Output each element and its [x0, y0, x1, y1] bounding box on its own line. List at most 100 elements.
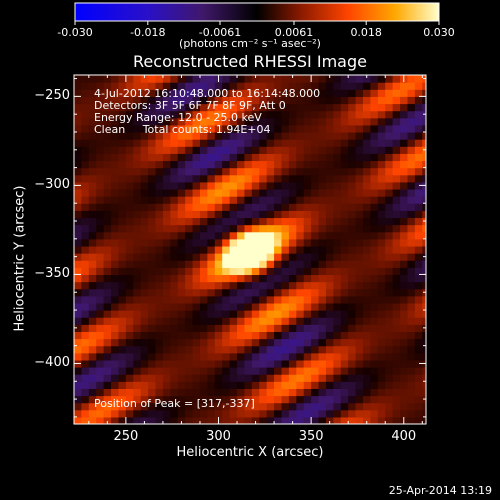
heatmap-cell	[103, 367, 112, 375]
heatmap-cell	[199, 267, 208, 276]
heatmap-cell	[229, 253, 238, 261]
heatmap-cell	[155, 139, 164, 147]
heatmap-cell	[311, 409, 320, 418]
heatmap-cell	[244, 110, 253, 119]
heatmap-cell	[111, 110, 120, 119]
heatmap-cell	[281, 167, 290, 176]
heatmap-cell	[103, 281, 112, 290]
heatmap-cell	[311, 395, 320, 404]
heatmap-cell	[214, 167, 223, 176]
heatmap-cell	[111, 153, 120, 162]
heatmap-cell	[325, 359, 334, 368]
heatmap-cell	[103, 210, 112, 219]
heatmap-cell	[199, 188, 208, 197]
heatmap-cell	[155, 153, 164, 162]
heatmap-cell	[333, 181, 342, 190]
heatmap-cell	[185, 75, 194, 83]
heatmap-cell	[355, 203, 364, 211]
heatmap-cell	[229, 338, 238, 347]
heatmap-cell	[177, 210, 186, 219]
heatmap-cell	[207, 359, 216, 368]
heatmap-cell	[140, 167, 149, 176]
heatmap-cell	[325, 110, 334, 119]
heatmap-cell	[74, 302, 83, 311]
heatmap-cell	[177, 260, 186, 268]
heatmap-cell	[355, 245, 364, 254]
heatmap-cell	[325, 345, 334, 354]
heatmap-cell	[229, 388, 238, 397]
heatmap-cell	[407, 96, 416, 105]
heatmap-cell	[96, 381, 105, 389]
heatmap-cell	[303, 260, 312, 268]
heatmap-cell	[88, 181, 97, 190]
heatmap-cell	[96, 117, 105, 126]
heatmap-cell	[274, 167, 283, 176]
heatmap-cell	[377, 288, 386, 297]
heatmap-cell	[170, 103, 179, 112]
heatmap-cell	[155, 388, 164, 397]
heatmap-cell	[385, 203, 394, 211]
heatmap-cell	[222, 302, 231, 311]
heatmap-cell	[140, 253, 149, 261]
heatmap-cell	[162, 260, 171, 268]
heatmap-cell	[177, 295, 186, 304]
heatmap-cell	[370, 224, 379, 233]
heatmap-cell	[103, 82, 112, 90]
heatmap-cell	[422, 89, 426, 97]
heatmap-cell	[74, 217, 83, 226]
heatmap-cell	[414, 395, 423, 404]
heatmap-cell	[325, 395, 334, 404]
heatmap-cell	[81, 367, 90, 375]
heatmap-cell	[422, 274, 426, 283]
heatmap-cell	[155, 295, 164, 304]
heatmap-cell	[207, 324, 216, 333]
heatmap-cell	[414, 174, 423, 183]
heatmap-cell	[74, 295, 83, 304]
heatmap-cell	[325, 381, 334, 389]
heatmap-cell	[266, 160, 275, 169]
heatmap-cell	[266, 281, 275, 290]
heatmap-cell	[148, 409, 157, 418]
heatmap-cell	[170, 345, 179, 354]
heatmap-cell	[251, 181, 260, 190]
heatmap-cell	[199, 367, 208, 375]
heatmap-cell	[414, 310, 423, 318]
heatmap-cell	[340, 374, 349, 382]
heatmap-cell	[385, 224, 394, 233]
heatmap-cell	[237, 295, 246, 304]
heatmap-cell	[103, 224, 112, 233]
heatmap-cell	[377, 131, 386, 140]
heatmap-cell	[340, 224, 349, 233]
heatmap-cell	[207, 210, 216, 219]
heatmap-cell	[266, 388, 275, 397]
heatmap-cell	[303, 146, 312, 154]
heatmap-cell	[370, 267, 379, 276]
heatmap-cell	[185, 82, 194, 90]
heatmap-cell	[148, 288, 157, 297]
heatmap-cell	[88, 110, 97, 119]
heatmap-cell	[199, 281, 208, 290]
heatmap-cell	[162, 253, 171, 261]
heatmap-cell	[311, 160, 320, 169]
heatmap-cell	[422, 281, 426, 290]
heatmap-cell	[311, 388, 320, 397]
heatmap-cell	[192, 409, 201, 418]
heatmap-cell	[140, 89, 149, 97]
colorbar-tick-label: -0.0061	[198, 26, 242, 39]
heatmap-cell	[244, 203, 253, 211]
heatmap-cell	[288, 281, 297, 290]
heatmap-cell	[81, 89, 90, 97]
heatmap-cell	[281, 409, 290, 418]
heatmap-cell	[222, 146, 231, 154]
heatmap-cell	[400, 352, 409, 361]
heatmap-cell	[355, 131, 364, 140]
heatmap-cell	[318, 367, 327, 375]
heatmap-cell	[318, 196, 327, 204]
heatmap-cell	[133, 167, 142, 176]
heatmap-cell	[407, 146, 416, 154]
heatmap-cell	[140, 188, 149, 197]
heatmap-cell	[392, 75, 401, 83]
heatmap-cell	[133, 253, 142, 261]
heatmap-cell	[392, 117, 401, 126]
heatmap-cell	[318, 153, 327, 162]
